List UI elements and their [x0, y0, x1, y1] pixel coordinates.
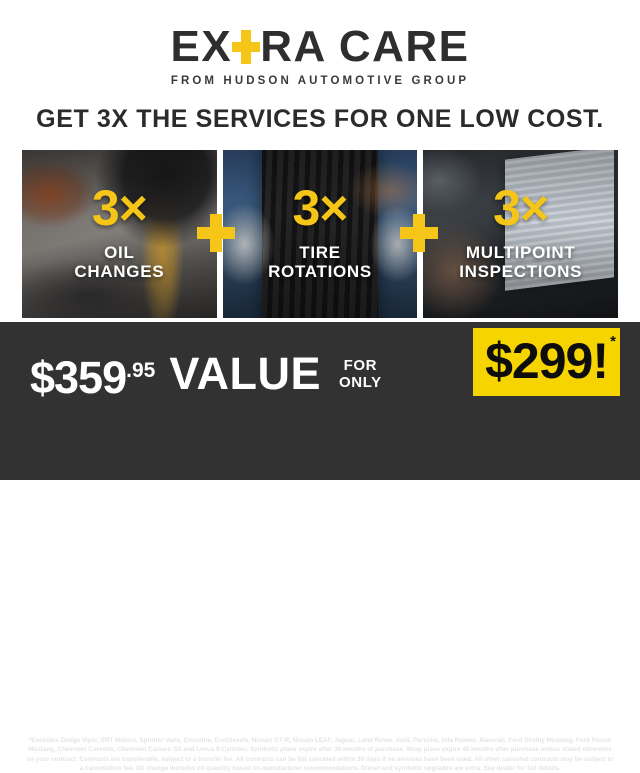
advertisement-page: EX RA CARE FROM HUDSON AUTOMOTIVE GROUP G…	[0, 0, 640, 480]
service-label: MULTIPOINT INSPECTIONS	[459, 243, 582, 281]
disclaimer-text: *Excludes Dodge Viper, SRT Motors, Sprin…	[26, 737, 614, 772]
service-multiplier: 3×	[292, 180, 349, 236]
tire-hold-photo	[222, 150, 418, 318]
service-label-line2: ROTATIONS	[268, 262, 372, 281]
plus-icon	[400, 214, 438, 252]
value-amount-dollars: $359	[30, 351, 127, 403]
services-panel-group: 3× OIL CHANGES 3× TIRE ROTATIONS 3×	[22, 150, 619, 318]
service-multiplier: 3×	[493, 180, 549, 236]
logo-text-part1: EX	[170, 22, 233, 71]
service-panel-oil-content: 3× OIL CHANGES	[22, 150, 217, 318]
page-title: GET 3X THE SERVICES FOR ONE LOW COST.	[36, 105, 604, 133]
service-label-line1: TIRE	[299, 243, 341, 262]
service-label: OIL CHANGES	[74, 243, 164, 281]
diagnostic-laptop-photo	[423, 150, 619, 318]
offer-band: $359.95 VALUE FOR ONLY $299! * *Excludes…	[0, 322, 640, 772]
for-only-line1: FOR	[343, 357, 378, 374]
value-amount-cents: .95	[126, 358, 156, 382]
service-label-line1: MULTIPOINT	[465, 243, 576, 262]
service-panel-multipoint-inspections: 3× MULTIPOINT INSPECTIONS	[423, 150, 619, 318]
service-panel-tire-rotations: 3× TIRE ROTATIONS	[222, 150, 418, 318]
service-panel-tire-content: 3× TIRE ROTATIONS	[223, 150, 418, 318]
for-only-label: FOR ONLY	[339, 357, 382, 391]
logo-tagline: FROM HUDSON AUTOMOTIVE GROUP	[170, 75, 470, 87]
logo-wordmark: EX RA CARE	[0, 24, 640, 70]
service-label-line2: CHANGES	[74, 262, 165, 281]
service-panel-oil-changes: 3× OIL CHANGES	[22, 150, 217, 318]
service-panel-inspection-content: 3× MULTIPOINT INSPECTIONS	[423, 150, 618, 318]
service-label-line1: OIL	[104, 243, 135, 262]
offer-price-box: $299! *	[473, 328, 620, 396]
logo-text-part2: RA CARE	[260, 22, 470, 71]
service-multiplier: 3×	[91, 180, 148, 236]
asterisk-icon: *	[610, 333, 616, 350]
plus-icon	[231, 30, 261, 64]
value-amount: $359.95	[30, 348, 155, 401]
service-label: TIRE ROTATIONS	[268, 243, 372, 281]
value-word: VALUE	[169, 348, 321, 399]
plus-icon	[197, 214, 235, 252]
oil-pour-photo	[22, 150, 217, 318]
service-label-line2: INSPECTIONS	[459, 262, 583, 281]
offer-value-row: $359.95 VALUE FOR ONLY	[0, 336, 640, 412]
brand-logo: EX RA CARE FROM HUDSON AUTOMOTIVE GROUP	[0, 24, 640, 88]
for-only-line2: ONLY	[339, 374, 382, 391]
offer-price: $299!	[485, 333, 609, 389]
